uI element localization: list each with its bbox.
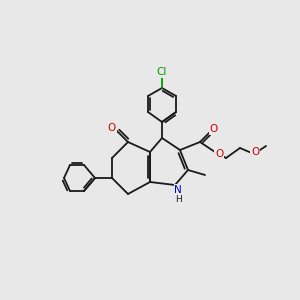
Text: H: H [175,194,182,203]
Text: O: O [215,149,223,159]
Text: O: O [108,123,116,133]
Text: O: O [251,147,259,157]
Text: N: N [174,185,182,195]
Text: O: O [210,124,218,134]
Text: Cl: Cl [157,67,167,77]
